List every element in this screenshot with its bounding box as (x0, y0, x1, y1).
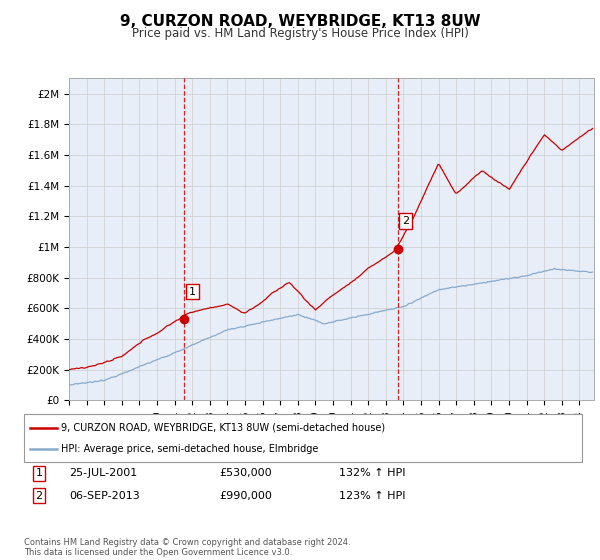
Text: Contains HM Land Registry data © Crown copyright and database right 2024.
This d: Contains HM Land Registry data © Crown c… (24, 538, 350, 557)
Text: 06-SEP-2013: 06-SEP-2013 (69, 491, 140, 501)
Text: 25-JUL-2001: 25-JUL-2001 (69, 468, 137, 478)
Text: £990,000: £990,000 (219, 491, 272, 501)
Text: £530,000: £530,000 (219, 468, 272, 478)
Text: 2: 2 (35, 491, 43, 501)
Text: 9, CURZON ROAD, WEYBRIDGE, KT13 8UW: 9, CURZON ROAD, WEYBRIDGE, KT13 8UW (119, 14, 481, 29)
Text: 2: 2 (402, 216, 409, 226)
Text: 1: 1 (189, 287, 196, 297)
Text: 9, CURZON ROAD, WEYBRIDGE, KT13 8UW (semi-detached house): 9, CURZON ROAD, WEYBRIDGE, KT13 8UW (sem… (61, 423, 385, 433)
Text: HPI: Average price, semi-detached house, Elmbridge: HPI: Average price, semi-detached house,… (61, 444, 319, 454)
Text: 123% ↑ HPI: 123% ↑ HPI (339, 491, 406, 501)
Text: Price paid vs. HM Land Registry's House Price Index (HPI): Price paid vs. HM Land Registry's House … (131, 27, 469, 40)
Text: 132% ↑ HPI: 132% ↑ HPI (339, 468, 406, 478)
Text: 1: 1 (35, 468, 43, 478)
